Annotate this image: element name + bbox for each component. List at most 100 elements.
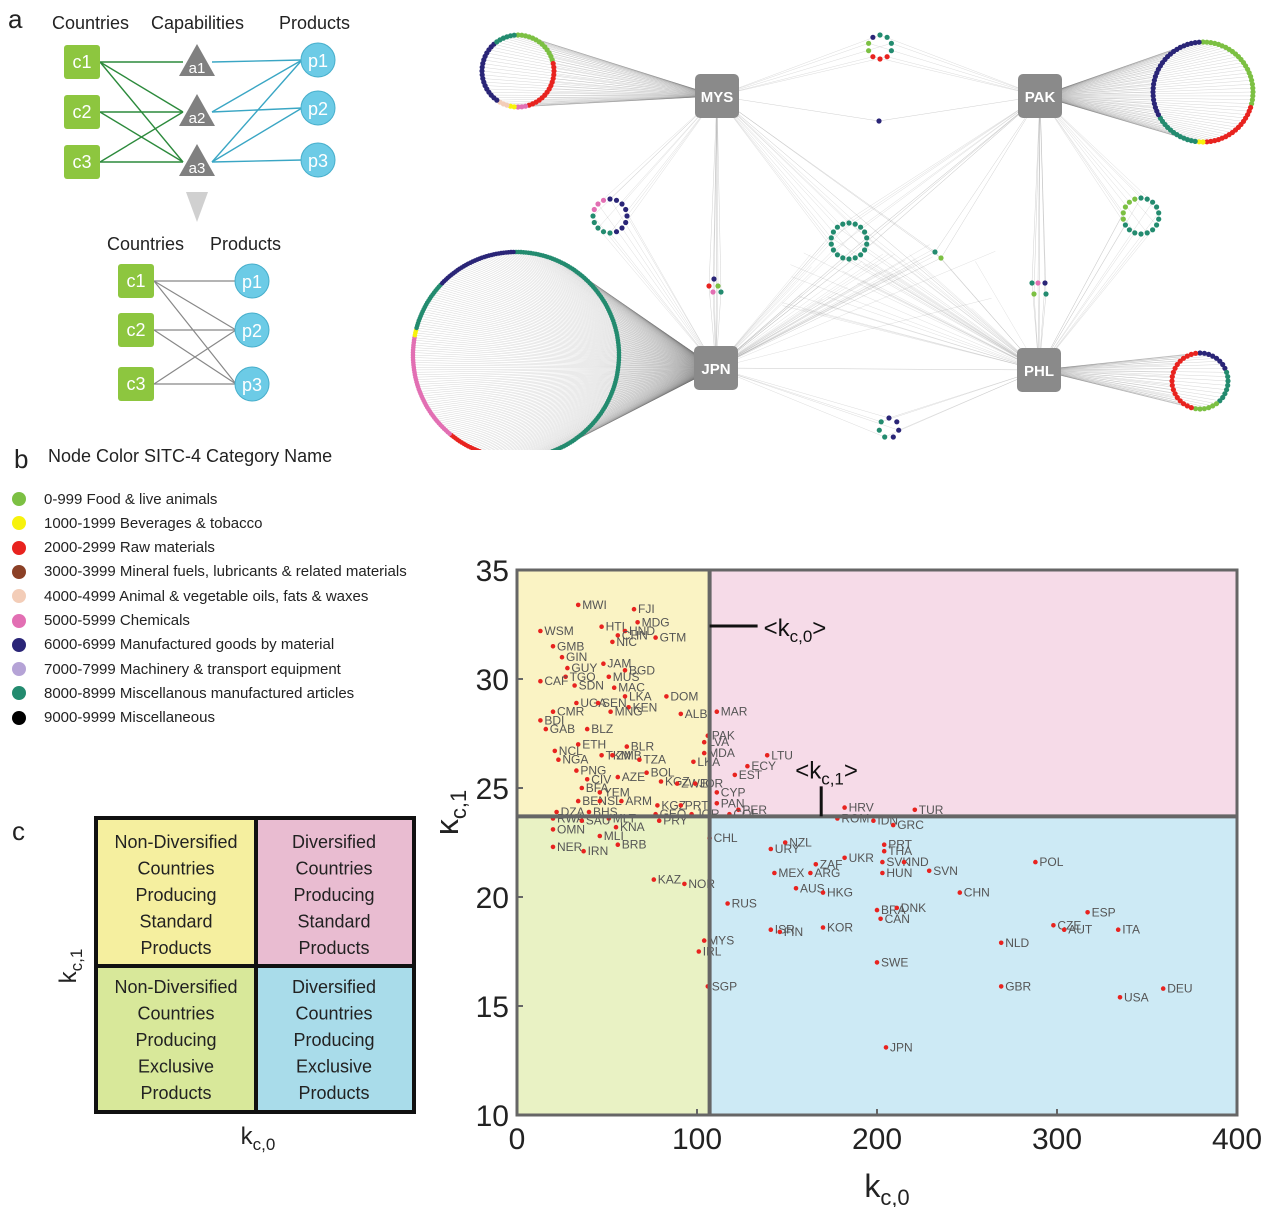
data-point [658,779,664,784]
region-top-left [517,570,710,817]
data-point [550,844,556,850]
data-point [692,781,698,786]
point-label: SWE [881,955,908,969]
product-cluster [1120,195,1162,237]
quadrant-text-bottom-right: Countries [295,1004,372,1024]
country-node-c2: c2 [64,95,100,129]
region-bottom-right [709,816,1237,1115]
product-cluster [1150,39,1256,145]
point-label: SGP [712,979,737,993]
quadrant-bottom-right [256,966,414,1112]
data-point [682,881,687,887]
quadrant-text-top-right: Diversified [292,832,376,852]
point-label: CYP [721,785,746,799]
point-label: HTI [606,620,625,634]
product-node-p1-bipartite: p1 [234,263,270,299]
data-point [606,674,612,680]
quadrant-text-top-right: Products [298,938,369,958]
data-point [565,665,570,671]
y-tick-label: 15 [476,991,509,1024]
data-point [637,757,642,762]
point-label: NGA [562,753,588,767]
data-point [538,628,543,634]
svg-text:p2: p2 [308,99,328,119]
legend-color-dot-icon [12,662,26,677]
legend-title: Node Color SITC-4 Category Name [48,446,333,466]
point-label: ISL [604,794,622,808]
quadrant-text-bottom-left: Products [140,1083,211,1103]
svg-text:PAK: PAK [1025,89,1056,106]
point-label: BRA [881,903,906,917]
schematic-ylabel: kc,1 [55,949,86,984]
data-point [842,805,847,810]
data-point [813,862,819,867]
data-point [574,700,579,706]
country-hub-pak: PAK [1018,74,1062,118]
product-node-p3-bipartite: p3 [234,366,270,402]
point-label: BEN [582,794,607,808]
quadrant-text-top-left: Producing [135,885,216,905]
data-point [581,848,586,854]
point-label: WSM [544,624,573,638]
region-top-right [709,570,1237,817]
point-label: UGA [580,696,606,710]
point-label: NZL [789,836,812,850]
point-label: PAK [712,729,735,743]
data-point [597,798,603,804]
legend-label: 7000-7999 Machinery & transport equipmen… [44,660,341,678]
x-tick-label: 200 [852,1123,902,1156]
data-point [764,753,770,758]
capability-node-a1: a1 [179,44,215,77]
point-label: BOL [651,766,675,780]
data-point [768,846,774,852]
point-label: ARM [625,794,652,808]
legend-label: 0-999 Food & live animals [44,490,218,508]
data-point [820,925,826,930]
legend-item: 2000-2999 Raw materials [12,537,215,559]
data-point [768,927,774,932]
data-point [878,916,883,922]
quadrant-text-top-right: Standard [297,912,370,932]
point-label: LVA [708,735,729,749]
quadrant-text-bottom-right: Exclusive [296,1057,372,1077]
legend-item: 4000-4999 Animal & vegetable oils, fats … [12,585,368,607]
point-label: CMR [557,705,585,719]
point-label: BLZ [591,722,613,736]
quadrant-text-top-left: Products [140,938,211,958]
point-label: ESP [1092,905,1116,919]
point-label: JPN [890,1040,913,1054]
capability-node-a3: a3 [179,144,215,177]
point-label: THA [888,844,912,858]
legend-color-dot-icon [12,613,26,628]
data-point [926,868,932,874]
svg-text:p3: p3 [308,151,328,171]
data-point [1051,923,1056,928]
capability-node-a2: a2 [179,94,215,127]
schematic-xlabel: kc,0 [241,1123,276,1154]
point-label: UKR [849,851,875,865]
quadrant-top-right [256,818,414,966]
svg-text:kc,1: kc,1 [440,790,471,835]
point-label: POL [1039,855,1063,869]
legend-label: 2000-2999 Raw materials [44,539,215,557]
data-point [883,1045,889,1050]
data-point [714,790,720,795]
data-point [782,840,788,845]
data-point [912,807,918,813]
point-label: PER [742,803,767,817]
product-cluster [828,220,870,262]
point-label: TZA [643,753,666,767]
data-point [881,842,887,847]
legend-item: 7000-7999 Machinery & transport equipmen… [12,658,341,680]
point-label: CHN [622,628,648,642]
projection-arrow [186,192,208,222]
data-point [656,818,662,823]
point-label: ECY [751,759,776,773]
data-point [793,886,799,891]
data-point [575,798,581,804]
point-label: ZAF [820,857,843,871]
data-point [732,772,738,778]
point-label: ETH [582,737,606,751]
data-point [599,753,604,758]
product-node-p3: p3 [300,142,336,178]
